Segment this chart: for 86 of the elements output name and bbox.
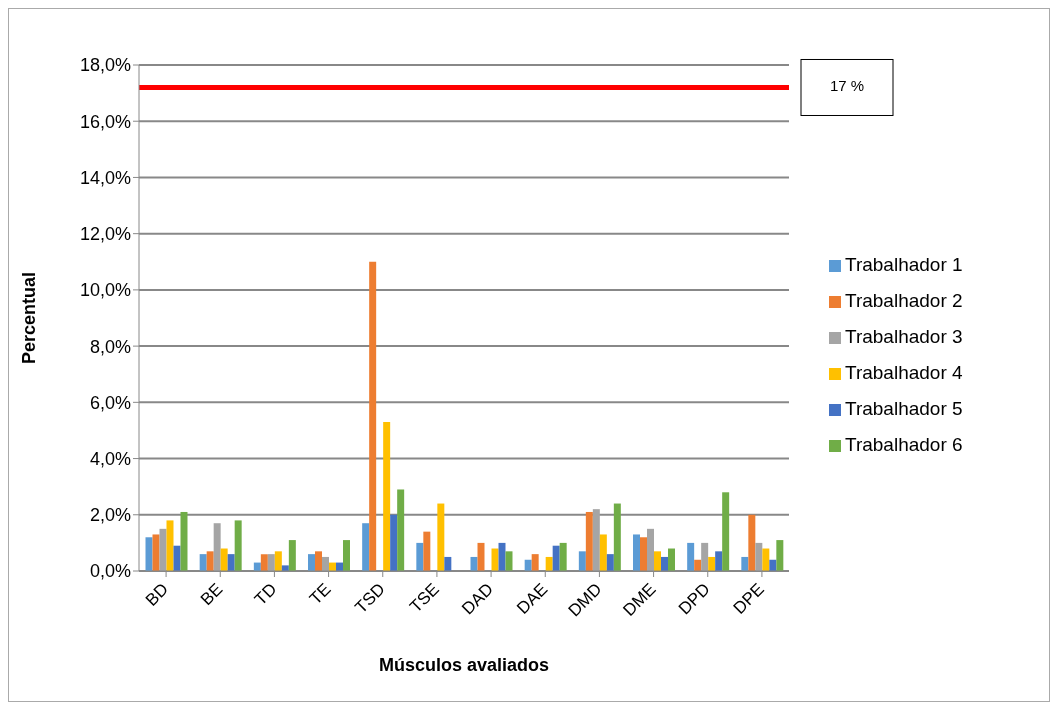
bar bbox=[390, 514, 398, 571]
bar bbox=[308, 554, 315, 571]
bar bbox=[322, 556, 329, 571]
bar bbox=[741, 556, 749, 571]
bar bbox=[180, 511, 188, 571]
bar bbox=[397, 489, 405, 571]
bar bbox=[369, 261, 377, 571]
bar bbox=[748, 514, 756, 571]
bar bbox=[213, 523, 221, 571]
bar bbox=[715, 551, 723, 571]
bar bbox=[592, 509, 600, 571]
bar bbox=[545, 556, 553, 571]
bar bbox=[220, 548, 228, 571]
y-tick-label: 16,0% bbox=[79, 111, 131, 132]
x-axis-title: Músculos avaliados bbox=[378, 655, 550, 675]
legend-label: Trabalhador 6 bbox=[845, 434, 963, 455]
y-tick-label: 6,0% bbox=[89, 392, 131, 413]
bar bbox=[288, 540, 296, 571]
y-tick-label: 2,0% bbox=[89, 505, 131, 526]
bar bbox=[776, 540, 784, 571]
bar bbox=[423, 531, 431, 571]
legend-label: Trabalhador 4 bbox=[845, 362, 963, 383]
bar bbox=[585, 511, 593, 571]
bar bbox=[281, 565, 289, 571]
legend-label: Trabalhador 5 bbox=[845, 398, 963, 419]
bar bbox=[559, 542, 567, 571]
bar bbox=[274, 551, 282, 571]
bar bbox=[491, 548, 499, 571]
bar bbox=[640, 537, 647, 571]
bar bbox=[444, 556, 452, 571]
bar bbox=[755, 542, 763, 571]
bar bbox=[159, 528, 167, 571]
bar bbox=[531, 554, 539, 571]
bar bbox=[701, 542, 709, 571]
bar bbox=[687, 542, 695, 571]
bar bbox=[606, 554, 614, 571]
y-tick-label: 12,0% bbox=[79, 224, 131, 245]
bar bbox=[498, 542, 506, 571]
bar bbox=[654, 551, 661, 571]
bar bbox=[206, 551, 214, 571]
bar bbox=[437, 503, 445, 571]
bar bbox=[552, 545, 560, 571]
bar bbox=[708, 556, 716, 571]
x-tick-label: TSE bbox=[406, 579, 443, 617]
ref-line-label: 17 % bbox=[829, 77, 865, 95]
y-tick-label: 14,0% bbox=[79, 167, 131, 188]
x-tick-label: TD bbox=[250, 579, 281, 610]
bar bbox=[260, 554, 268, 571]
legend-label: Trabalhador 1 bbox=[845, 254, 963, 275]
y-tick-label: 10,0% bbox=[79, 280, 131, 301]
y-axis-title: Percentual bbox=[19, 271, 40, 365]
bar bbox=[599, 534, 607, 571]
y-tick-label: 18,0% bbox=[79, 55, 131, 76]
bar bbox=[152, 534, 160, 571]
bar bbox=[199, 554, 207, 571]
bar bbox=[505, 551, 513, 571]
bar bbox=[470, 556, 478, 571]
bar bbox=[343, 540, 350, 571]
bar bbox=[234, 520, 242, 571]
legend-label: Trabalhador 2 bbox=[845, 290, 963, 311]
x-tick-label: BE bbox=[196, 579, 227, 610]
bar bbox=[166, 520, 174, 571]
bar bbox=[647, 528, 654, 571]
legend-label: Trabalhador 3 bbox=[845, 326, 963, 347]
x-tick-label: TSD bbox=[351, 579, 389, 618]
bar bbox=[362, 523, 370, 571]
y-tick-label: 8,0% bbox=[89, 336, 131, 357]
bar bbox=[661, 556, 668, 571]
bar bbox=[722, 492, 730, 571]
bar bbox=[668, 548, 675, 571]
y-tick-label: 0,0% bbox=[89, 561, 131, 582]
bar bbox=[145, 537, 153, 571]
bar bbox=[613, 503, 621, 571]
bar bbox=[227, 554, 235, 571]
bar bbox=[633, 534, 640, 571]
bar bbox=[578, 551, 586, 571]
bar bbox=[383, 422, 391, 571]
bar bbox=[173, 545, 181, 571]
bar bbox=[477, 542, 485, 571]
bar bbox=[762, 548, 770, 571]
x-tick-label: BD bbox=[141, 579, 173, 610]
bar bbox=[267, 554, 275, 571]
y-tick-label: 4,0% bbox=[89, 448, 131, 469]
x-tick-label: TE bbox=[305, 579, 335, 609]
bar bbox=[315, 551, 322, 571]
bar bbox=[416, 542, 424, 571]
